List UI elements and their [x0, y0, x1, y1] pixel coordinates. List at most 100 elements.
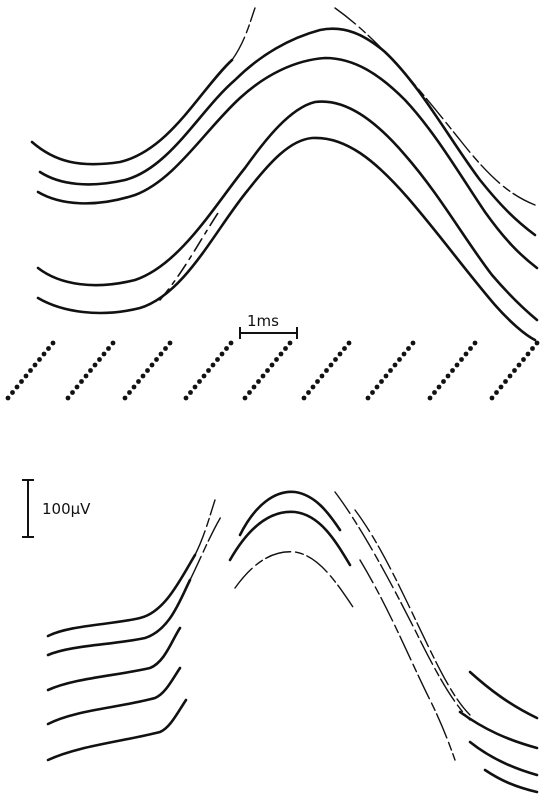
timing-dot	[88, 368, 93, 373]
trace-bottom-descend-1	[334, 491, 471, 721]
timing-dot	[401, 351, 407, 357]
trace-bottom-3	[46, 626, 182, 692]
timing-dot	[324, 368, 329, 373]
timing-dot	[337, 351, 343, 357]
timing-dot	[507, 373, 513, 379]
timing-dot	[136, 379, 141, 384]
timing-dot	[149, 362, 155, 368]
timing-dot	[260, 373, 266, 379]
timing-dot	[406, 346, 411, 351]
trace-bottom-2	[46, 578, 192, 657]
timing-dot	[410, 340, 416, 346]
timing-dot	[310, 384, 316, 390]
timing-dot	[97, 357, 102, 362]
timing-dot	[346, 340, 352, 346]
trace-top-1	[30, 58, 234, 166]
trace-bottom-2-rise	[189, 514, 223, 581]
voltage-scale-bar: 100μV	[22, 479, 91, 538]
timing-dot	[432, 390, 437, 395]
timing-dot	[32, 362, 38, 368]
timing-dot	[463, 351, 469, 357]
timing-dot	[498, 384, 504, 390]
timing-dot	[210, 362, 216, 368]
timing-dot	[79, 379, 84, 384]
timing-dot	[201, 373, 207, 379]
timing-dot	[256, 379, 261, 384]
timing-marks	[5, 340, 540, 401]
timing-dot	[131, 384, 137, 390]
timing-dot	[19, 379, 24, 384]
timing-dot	[83, 373, 89, 379]
timing-dot	[5, 395, 11, 401]
timing-dot	[454, 362, 460, 368]
trace-bottom-tail-1	[468, 670, 539, 720]
timing-dot	[374, 384, 380, 390]
timing-dot	[459, 357, 464, 362]
timing-dot	[265, 368, 270, 373]
timing-dot	[140, 373, 146, 379]
trace-bottom-peak-3	[234, 551, 356, 611]
timing-dot	[110, 340, 116, 346]
timing-dot	[370, 390, 375, 395]
timing-dot	[516, 362, 522, 368]
timing-dot	[274, 357, 279, 362]
timing-dot	[228, 340, 234, 346]
trace-bottom-tail-4	[483, 768, 539, 794]
timing-dot	[494, 390, 499, 395]
timing-dot	[365, 395, 371, 401]
timing-dot	[427, 395, 433, 401]
timing-dot	[74, 384, 80, 390]
timing-dot	[70, 390, 75, 395]
timing-dot	[92, 362, 98, 368]
timing-dot	[328, 362, 334, 368]
timing-dot	[392, 362, 398, 368]
timing-dot	[445, 373, 451, 379]
timing-dot	[287, 340, 293, 346]
timing-dot	[333, 357, 338, 362]
voltage-scale-label: 100μV	[42, 500, 91, 518]
timing-dot	[315, 379, 320, 384]
timing-dot	[101, 351, 107, 357]
timing-dot	[183, 395, 189, 401]
timing-dot	[383, 373, 389, 379]
timing-dot	[379, 379, 384, 384]
trace-top-2	[38, 27, 537, 237]
timing-dot	[10, 390, 15, 395]
timing-dot	[530, 346, 535, 351]
timing-dot	[158, 351, 164, 357]
timing-dot	[468, 346, 473, 351]
timing-dot	[512, 368, 517, 373]
timing-dot	[127, 390, 132, 395]
timing-dot	[521, 357, 526, 362]
timing-dot	[525, 351, 531, 357]
trace-top-1-tail	[231, 7, 536, 206]
trace-bottom-tail-3	[468, 740, 539, 777]
timing-dot	[192, 384, 198, 390]
trace-bottom-descend-3	[359, 559, 456, 761]
trace-bottom-descend-2	[354, 509, 471, 716]
timing-dot	[215, 357, 220, 362]
timing-dot	[23, 373, 29, 379]
time-scale-bar: 1ms	[239, 312, 298, 339]
timing-dot	[247, 390, 252, 395]
timing-dot	[41, 351, 47, 357]
timing-dot	[342, 346, 347, 351]
trace-top-3	[36, 56, 539, 270]
trace-bottom-5	[46, 698, 188, 762]
timing-dot	[278, 351, 284, 357]
timing-dot	[50, 340, 56, 346]
timing-dot	[503, 379, 508, 384]
timing-dot	[489, 395, 495, 401]
trace-bottom-1-rise	[194, 499, 216, 556]
timing-dot	[188, 390, 193, 395]
bottom-panel-traces	[46, 490, 539, 794]
timing-dot	[163, 346, 168, 351]
timing-dot	[224, 346, 229, 351]
timing-dot	[167, 340, 173, 346]
trace-bottom-4	[46, 666, 182, 726]
timing-dot	[37, 357, 42, 362]
timing-dot	[269, 362, 275, 368]
timing-dot	[122, 395, 128, 401]
timing-dot	[145, 368, 150, 373]
